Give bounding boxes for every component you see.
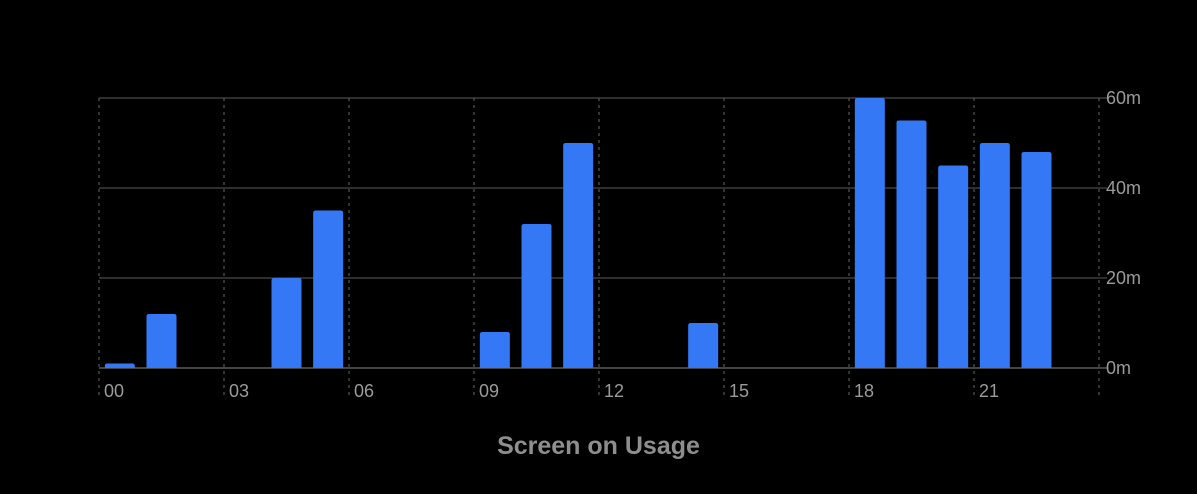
- x-tick-label: 06: [354, 381, 374, 401]
- usage-bar-chart: 00 03 06 09 12 15 18 21 0m 20m 40m 60m: [98, 88, 1141, 401]
- bar-10: [521, 224, 552, 368]
- x-tick-label: 09: [479, 381, 499, 401]
- x-tick-label: 03: [229, 381, 249, 401]
- bar-09: [479, 332, 510, 368]
- bar-19: [896, 120, 927, 368]
- y-axis-ticks: 0m 20m 40m 60m: [1106, 88, 1141, 378]
- bar-01: [146, 314, 177, 368]
- bar-18: [854, 98, 885, 368]
- bar-22: [1021, 152, 1052, 368]
- y-tick-label: 0m: [1106, 358, 1131, 378]
- x-axis-ticks: 00 03 06 09 12 15 18 21: [104, 381, 999, 401]
- bar-04: [271, 278, 302, 368]
- x-tick-label: 00: [104, 381, 124, 401]
- x-tick-label: 12: [604, 381, 624, 401]
- y-tick-label: 20m: [1106, 268, 1141, 288]
- x-tick-label: 21: [979, 381, 999, 401]
- bar-05: [313, 210, 344, 368]
- bars: [104, 98, 1052, 368]
- bar-20: [938, 165, 969, 368]
- bar-21: [979, 143, 1010, 368]
- bar-11: [563, 143, 594, 368]
- bar-14: [688, 323, 719, 368]
- y-tick-label: 60m: [1106, 88, 1141, 108]
- y-tick-label: 40m: [1106, 178, 1141, 198]
- x-tick-label: 18: [854, 381, 874, 401]
- x-tick-label: 15: [729, 381, 749, 401]
- chart-title: Screen on Usage: [497, 432, 700, 460]
- bar-00: [104, 363, 135, 368]
